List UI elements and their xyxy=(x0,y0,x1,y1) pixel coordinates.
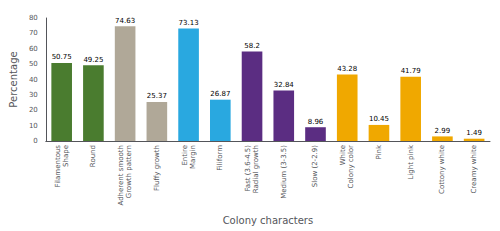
svg-text:Cottony white: Cottony white xyxy=(438,145,446,194)
svg-text:70: 70 xyxy=(29,29,38,37)
svg-text:80: 80 xyxy=(29,14,38,22)
svg-text:20: 20 xyxy=(29,106,38,114)
svg-text:73.13: 73.13 xyxy=(179,19,199,27)
svg-text:Light pink: Light pink xyxy=(407,144,415,180)
svg-text:74.63: 74.63 xyxy=(115,17,135,25)
svg-text:Fast (3.6-4.5): Fast (3.6-4.5) xyxy=(244,145,252,192)
svg-text:58.2: 58.2 xyxy=(244,42,260,50)
svg-text:Growth pattern: Growth pattern xyxy=(125,145,133,198)
svg-text:Slow (2-2.9): Slow (2-2.9) xyxy=(311,145,319,187)
svg-text:25.37: 25.37 xyxy=(147,92,167,100)
svg-text:Filiform: Filiform xyxy=(216,145,224,171)
svg-text:30: 30 xyxy=(29,91,38,99)
svg-text:Medium (3-3.5): Medium (3-3.5) xyxy=(280,145,288,199)
svg-text:32.84: 32.84 xyxy=(274,81,295,89)
svg-text:41.79: 41.79 xyxy=(401,67,421,75)
svg-text:White: White xyxy=(339,145,347,165)
svg-text:Margin: Margin xyxy=(189,145,197,169)
svg-text:0: 0 xyxy=(33,137,37,145)
svg-text:50.75: 50.75 xyxy=(52,53,72,61)
svg-text:10.45: 10.45 xyxy=(369,115,389,123)
svg-text:8.96: 8.96 xyxy=(308,118,324,126)
svg-text:Adherent smooth: Adherent smooth xyxy=(117,145,125,206)
svg-text:Fluffy growth: Fluffy growth xyxy=(153,145,161,191)
svg-text:Radial growth: Radial growth xyxy=(252,145,260,193)
svg-text:49.25: 49.25 xyxy=(83,56,103,64)
svg-text:Entire: Entire xyxy=(181,145,189,166)
svg-text:43.28: 43.28 xyxy=(337,65,357,73)
svg-text:Creamy white: Creamy white xyxy=(470,145,478,194)
svg-text:Percentage: Percentage xyxy=(8,51,19,107)
svg-text:10: 10 xyxy=(29,122,38,130)
svg-text:50: 50 xyxy=(29,60,38,68)
svg-text:40: 40 xyxy=(29,76,38,84)
svg-text:2.99: 2.99 xyxy=(435,127,451,135)
svg-text:Shape: Shape xyxy=(62,145,70,167)
svg-text:Colony characters: Colony characters xyxy=(223,215,314,226)
svg-text:1.49: 1.49 xyxy=(466,129,482,137)
svg-text:Filamentous: Filamentous xyxy=(54,145,62,188)
svg-text:26.87: 26.87 xyxy=(210,90,230,98)
svg-text:Round: Round xyxy=(89,145,97,167)
svg-text:60: 60 xyxy=(29,45,38,53)
svg-text:Colony color: Colony color xyxy=(347,145,355,189)
svg-text:Pink: Pink xyxy=(375,144,383,159)
